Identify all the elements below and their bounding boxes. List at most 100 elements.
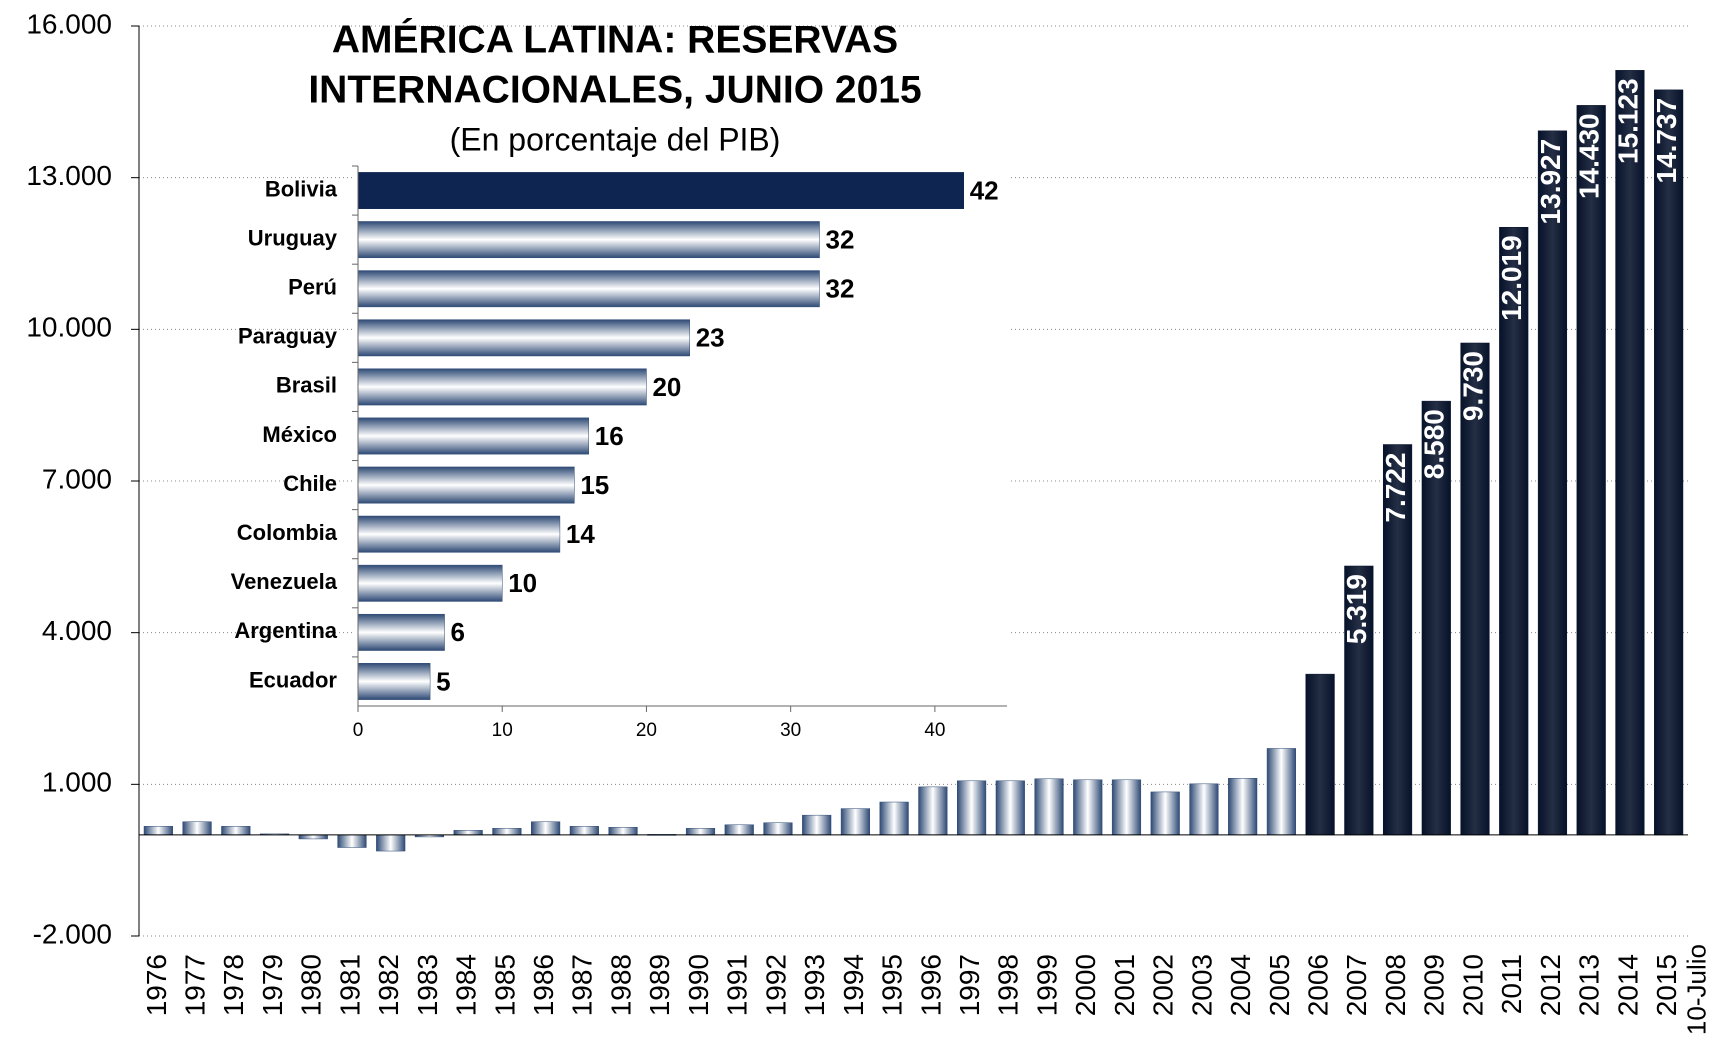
bar [802, 814, 832, 836]
bar [569, 826, 599, 836]
bar [918, 786, 948, 836]
data-label: 42 [970, 175, 999, 205]
bar [1189, 783, 1219, 836]
x-tick-label: 0 [353, 720, 364, 741]
bar [298, 834, 328, 840]
x-tick-label: 1990 [683, 954, 714, 1016]
x-tick-label: 1994 [838, 954, 869, 1016]
bar [357, 613, 445, 651]
x-tick-label: 2015 [1651, 954, 1682, 1016]
x-tick-label: 2003 [1186, 954, 1217, 1016]
data-label: 15 [580, 470, 609, 500]
y-tick-label: Venezuela [231, 569, 338, 594]
x-tick-label: 1996 [915, 954, 946, 1016]
data-label: 7.722 [1380, 452, 1411, 522]
bar [1266, 748, 1296, 836]
y-tick-label: 13.000 [26, 160, 112, 191]
bar [337, 834, 367, 848]
bar [763, 822, 793, 836]
y-tick-label: 4.000 [42, 615, 112, 646]
bar [1305, 673, 1335, 836]
inset-background [354, 164, 1009, 746]
data-label: 14 [566, 519, 595, 549]
y-tick-label: Bolivia [265, 176, 338, 201]
x-tick-label: 2000 [1070, 954, 1101, 1016]
bar [357, 466, 575, 504]
x-tick-label: 1989 [644, 954, 675, 1016]
bar [357, 172, 964, 209]
bar [879, 801, 909, 836]
x-tick-label: 1984 [451, 954, 482, 1016]
bar [1654, 89, 1684, 836]
bar [608, 827, 638, 836]
x-tick-label: 2009 [1419, 954, 1450, 1016]
y-tick-label: Argentina [234, 618, 337, 643]
x-tick-label: 1995 [877, 954, 908, 1016]
data-label: 8.580 [1419, 409, 1450, 479]
bar [1421, 400, 1451, 836]
bar [1576, 105, 1606, 836]
x-note: 10-Julio [1682, 944, 1712, 1035]
y-tick-label: Brasil [276, 373, 337, 398]
bar [357, 417, 590, 455]
data-label: 32 [826, 274, 855, 304]
bar [1073, 779, 1103, 836]
data-label: 23 [696, 323, 725, 353]
x-tick-label: 1991 [722, 954, 753, 1016]
data-label: 20 [652, 372, 681, 402]
x-tick-label: 40 [924, 720, 945, 741]
y-tick-label: Uruguay [248, 225, 338, 250]
x-tick-label: 2004 [1225, 954, 1256, 1016]
data-label: 6 [451, 617, 465, 647]
y-tick-label: -2.000 [33, 918, 112, 949]
x-tick-label: 1986 [528, 954, 559, 1016]
bar [357, 319, 690, 357]
bar [840, 808, 870, 836]
data-label: 32 [826, 225, 855, 255]
x-tick-label: 2006 [1303, 954, 1334, 1016]
x-tick-label: 2012 [1535, 954, 1566, 1016]
x-tick-label: 2002 [1148, 954, 1179, 1016]
x-tick-label: 1988 [605, 954, 636, 1016]
bar [1034, 778, 1064, 836]
data-label: 5 [436, 666, 450, 696]
x-tick-label: 1980 [296, 954, 327, 1016]
bar [143, 826, 173, 836]
x-tick-label: 1985 [489, 954, 520, 1016]
bar [357, 368, 647, 406]
x-tick-label: 10 [492, 720, 513, 741]
y-tick-label: 1.000 [42, 767, 112, 798]
x-tick-label: 1981 [334, 954, 365, 1016]
y-tick-label: Perú [288, 275, 337, 300]
bar [357, 221, 820, 259]
bar [957, 780, 987, 836]
x-tick-label: 20 [636, 720, 657, 741]
x-tick-label: 1978 [218, 954, 249, 1016]
x-tick-label: 1993 [799, 954, 830, 1016]
data-label: 13.927 [1535, 139, 1566, 225]
bar [376, 834, 406, 852]
data-label: 12.019 [1496, 235, 1527, 321]
x-tick-label: 1998 [993, 954, 1024, 1016]
x-tick-label: 1983 [412, 954, 443, 1016]
x-tick-label: 2014 [1612, 954, 1643, 1016]
bar [1499, 227, 1529, 836]
bar [531, 821, 561, 836]
bar [1344, 565, 1374, 836]
y-tick-label: 10.000 [26, 312, 112, 343]
x-tick-label: 1997 [954, 954, 985, 1016]
data-label: 15.123 [1612, 78, 1643, 164]
y-tick-label: 16.000 [26, 8, 112, 39]
data-label: 10 [508, 568, 537, 598]
x-tick-label: 2007 [1341, 954, 1372, 1016]
data-label: 16 [595, 421, 624, 451]
bar [995, 780, 1025, 836]
bar [1111, 779, 1142, 836]
x-tick-label: 2008 [1380, 954, 1411, 1016]
bar [357, 515, 561, 553]
y-tick-label: México [262, 422, 337, 447]
data-label: 9.730 [1457, 351, 1488, 421]
x-tick-label: 1992 [760, 954, 791, 1016]
x-tick-label: 1976 [141, 954, 172, 1016]
